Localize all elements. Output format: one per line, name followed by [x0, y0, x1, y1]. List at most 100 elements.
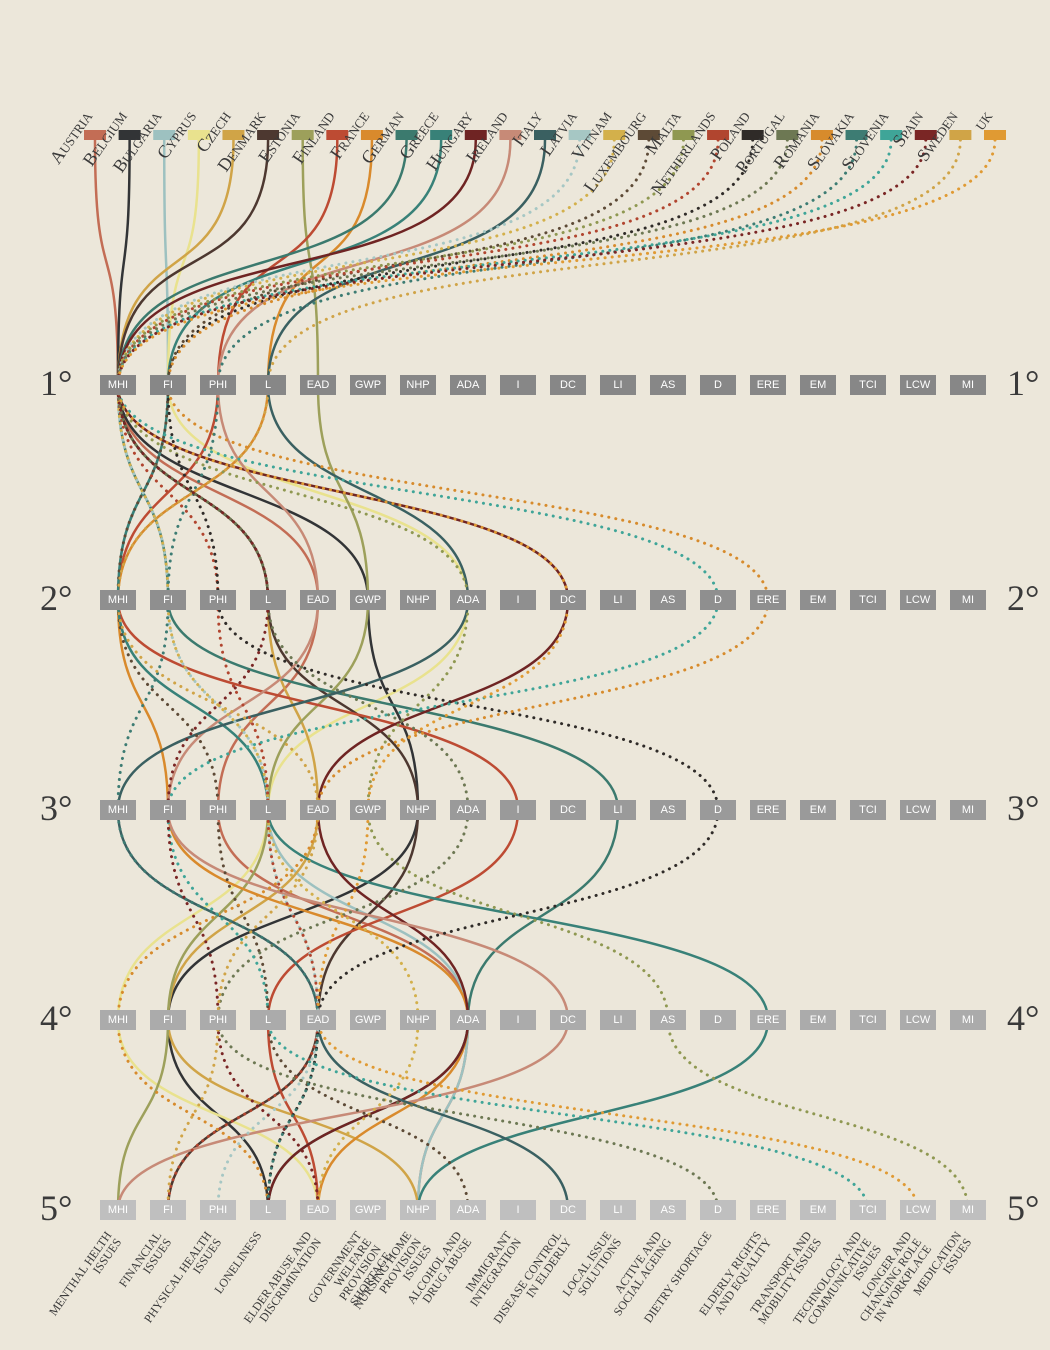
category-code: GWP	[355, 594, 381, 606]
category-code: EM	[810, 379, 827, 391]
category-code: EM	[810, 1014, 827, 1026]
rank-label-right: 5°	[1007, 1188, 1039, 1228]
category-code: NHP	[406, 594, 429, 606]
category-code: AS	[661, 1204, 676, 1216]
category-code: TCI	[859, 594, 877, 606]
category-code: GWP	[355, 1014, 381, 1026]
category-code: MHI	[108, 594, 128, 606]
category-code: FI	[163, 1204, 173, 1216]
category-code: PHI	[209, 1014, 227, 1026]
category-code: DC	[560, 594, 576, 606]
category-code: L	[265, 804, 271, 816]
country-swatch-uk	[984, 130, 1006, 140]
category-code: MI	[962, 804, 974, 816]
category-code: EM	[810, 1204, 827, 1216]
category-code: EAD	[307, 379, 330, 391]
category-code: FI	[163, 1014, 173, 1026]
category-code: GWP	[355, 804, 381, 816]
rank-label-right: 2°	[1007, 578, 1039, 618]
category-code: I	[516, 594, 519, 606]
category-code: FI	[163, 379, 173, 391]
category-code: DC	[560, 1014, 576, 1026]
category-code: NHP	[406, 379, 429, 391]
category-code: LI	[613, 1204, 622, 1216]
category-code: MHI	[108, 1014, 128, 1026]
rank-label-left: 5°	[40, 1188, 72, 1228]
sankey-ranking-diagram: MHIFIPHILEADGWPNHPADAIDCLIASDEREEMTCILCW…	[0, 0, 1050, 1350]
category-code: MI	[962, 594, 974, 606]
category-code: I	[516, 1014, 519, 1026]
category-code: D	[714, 1204, 722, 1216]
category-code: ERE	[757, 379, 780, 391]
category-code: EM	[810, 594, 827, 606]
category-code: GWP	[355, 1204, 381, 1216]
category-code: EAD	[307, 804, 330, 816]
category-code: ERE	[757, 1014, 780, 1026]
category-code: PHI	[209, 379, 227, 391]
category-code: I	[516, 379, 519, 391]
category-code: I	[516, 804, 519, 816]
category-code: EM	[810, 804, 827, 816]
category-code: LI	[613, 804, 622, 816]
category-code: D	[714, 1014, 722, 1026]
category-code: D	[714, 594, 722, 606]
category-code: DC	[560, 379, 576, 391]
category-code: MHI	[108, 804, 128, 816]
rank-label-right: 3°	[1007, 788, 1039, 828]
category-code: ADA	[457, 1014, 480, 1026]
category-code: EAD	[307, 1204, 330, 1216]
category-code: ERE	[757, 804, 780, 816]
category-code: I	[516, 1204, 519, 1216]
category-code: ADA	[457, 379, 480, 391]
category-code: LI	[613, 594, 622, 606]
category-code: L	[265, 1014, 271, 1026]
category-code: LCW	[906, 804, 931, 816]
category-code: GWP	[355, 379, 381, 391]
rank-label-right: 1°	[1007, 363, 1039, 403]
category-code: PHI	[209, 1204, 227, 1216]
category-code: EAD	[307, 1014, 330, 1026]
category-code: ERE	[757, 1204, 780, 1216]
category-code: FI	[163, 804, 173, 816]
category-code: MHI	[108, 1204, 128, 1216]
rank-label-left: 3°	[40, 788, 72, 828]
category-code: LCW	[906, 1014, 931, 1026]
category-code: EAD	[307, 594, 330, 606]
category-code: L	[265, 379, 271, 391]
category-code: FI	[163, 594, 173, 606]
category-code: LCW	[906, 1204, 931, 1216]
category-code: MI	[962, 1014, 974, 1026]
rank-label-right: 4°	[1007, 998, 1039, 1038]
category-code: L	[265, 594, 271, 606]
category-code: D	[714, 804, 722, 816]
category-code: LI	[613, 1014, 622, 1026]
category-code: ADA	[457, 804, 480, 816]
category-code: TCI	[859, 379, 877, 391]
category-code: PHI	[209, 594, 227, 606]
category-code: AS	[661, 804, 676, 816]
category-code: DC	[560, 1204, 576, 1216]
category-code: ADA	[457, 1204, 480, 1216]
category-code: LCW	[906, 379, 931, 391]
category-code: ERE	[757, 594, 780, 606]
country-swatch-sweden	[949, 130, 971, 140]
category-code: L	[265, 1204, 271, 1216]
category-code: MI	[962, 379, 974, 391]
category-code: LI	[613, 379, 622, 391]
category-code: DC	[560, 804, 576, 816]
category-code: PHI	[209, 804, 227, 816]
category-code: TCI	[859, 1204, 877, 1216]
rank-label-left: 4°	[40, 998, 72, 1038]
category-code: AS	[661, 379, 676, 391]
category-code: NHP	[406, 1204, 429, 1216]
category-code: MI	[962, 1204, 974, 1216]
category-code: NHP	[406, 804, 429, 816]
category-code: TCI	[859, 804, 877, 816]
category-code: NHP	[406, 1014, 429, 1026]
category-code: TCI	[859, 1014, 877, 1026]
category-code: D	[714, 379, 722, 391]
rank-label-left: 2°	[40, 578, 72, 618]
category-code: LCW	[906, 594, 931, 606]
category-code: ADA	[457, 594, 480, 606]
category-code: AS	[661, 1014, 676, 1026]
